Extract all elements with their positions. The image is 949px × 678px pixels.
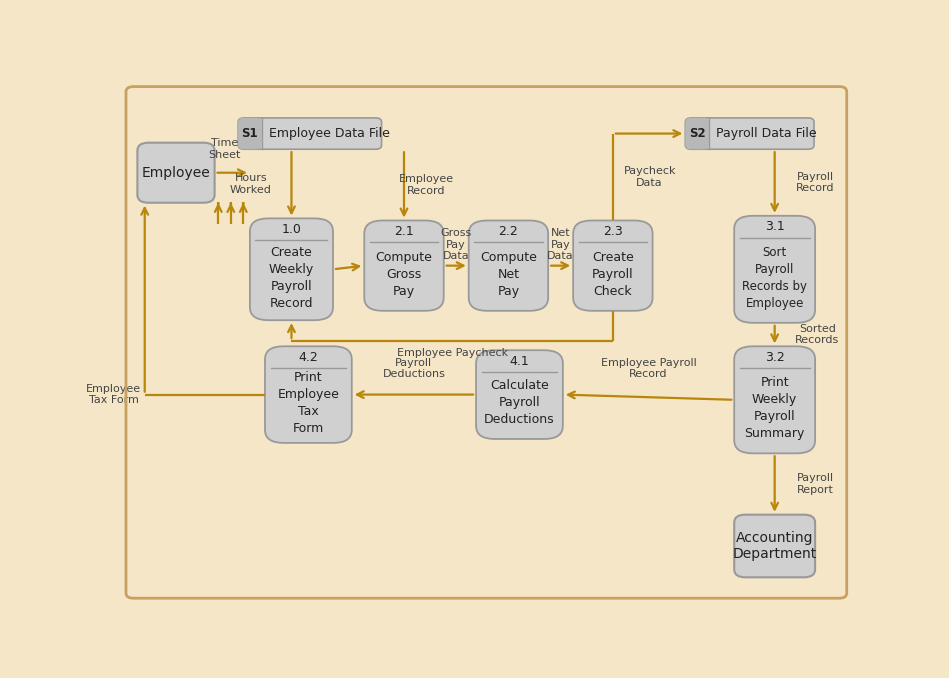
Text: Gross
Pay
Data: Gross Pay Data (440, 228, 472, 261)
FancyBboxPatch shape (469, 220, 549, 311)
Text: Create
Payroll
Check: Create Payroll Check (592, 250, 634, 298)
FancyBboxPatch shape (138, 142, 214, 203)
Text: Sorted
Records: Sorted Records (795, 324, 840, 345)
Text: 3.1: 3.1 (765, 220, 785, 233)
Text: 1.0: 1.0 (282, 223, 302, 236)
Text: 4.2: 4.2 (299, 351, 318, 364)
FancyBboxPatch shape (265, 346, 352, 443)
Text: 2.2: 2.2 (498, 225, 518, 238)
Text: Create
Weekly
Payroll
Record: Create Weekly Payroll Record (269, 245, 314, 310)
Text: Paycheck
Data: Paycheck Data (623, 166, 676, 188)
Text: Print
Weekly
Payroll
Summary: Print Weekly Payroll Summary (744, 376, 805, 440)
Text: 4.1: 4.1 (510, 355, 530, 367)
FancyBboxPatch shape (685, 118, 709, 149)
Text: 3.2: 3.2 (765, 351, 785, 364)
Text: Employee
Record: Employee Record (399, 174, 454, 196)
Text: Employee Paycheck: Employee Paycheck (397, 348, 508, 357)
Text: Compute
Net
Pay: Compute Net Pay (480, 250, 537, 298)
Text: Time
Sheet: Time Sheet (209, 138, 241, 160)
FancyBboxPatch shape (735, 346, 815, 454)
Text: S2: S2 (689, 127, 705, 140)
Text: Hours
Worked: Hours Worked (230, 173, 272, 195)
Text: Accounting
Department: Accounting Department (733, 531, 817, 561)
FancyBboxPatch shape (476, 351, 563, 439)
FancyBboxPatch shape (685, 118, 814, 149)
Text: Employee
Tax Form: Employee Tax Form (86, 384, 141, 405)
FancyBboxPatch shape (735, 216, 815, 323)
Text: Employee: Employee (141, 165, 211, 180)
Text: Print
Employee
Tax
Form: Print Employee Tax Form (277, 371, 340, 435)
Text: Employee Data File: Employee Data File (269, 127, 390, 140)
FancyBboxPatch shape (735, 515, 815, 578)
Text: 2.1: 2.1 (394, 225, 414, 238)
FancyBboxPatch shape (238, 118, 381, 149)
Text: Payroll
Report: Payroll Report (796, 473, 833, 495)
FancyBboxPatch shape (364, 220, 444, 311)
Text: Employee Payroll
Record: Employee Payroll Record (601, 358, 697, 379)
Text: Payroll
Record: Payroll Record (796, 172, 834, 193)
FancyBboxPatch shape (573, 220, 653, 311)
Text: Sort
Payroll
Records by
Employee: Sort Payroll Records by Employee (742, 245, 808, 310)
Text: S1: S1 (242, 127, 258, 140)
FancyBboxPatch shape (238, 118, 262, 149)
Text: 2.3: 2.3 (603, 225, 623, 238)
Text: Net
Pay
Data: Net Pay Data (548, 228, 574, 261)
Text: Payroll Data File: Payroll Data File (716, 127, 817, 140)
Text: Compute
Gross
Pay: Compute Gross Pay (376, 250, 433, 298)
Text: Payroll
Deductions: Payroll Deductions (382, 358, 445, 379)
FancyBboxPatch shape (250, 218, 333, 320)
Text: Calculate
Payroll
Deductions: Calculate Payroll Deductions (484, 380, 555, 426)
